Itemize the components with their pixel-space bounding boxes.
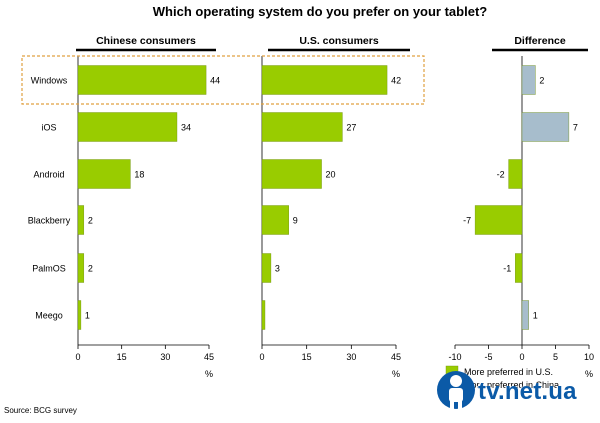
data-label: 44 — [210, 76, 220, 86]
panel-title: U.S. consumers — [299, 35, 379, 47]
x-tick-label: -10 — [448, 352, 461, 362]
data-label: 3 — [275, 264, 280, 274]
highlight-box — [21, 55, 425, 105]
bar-windows — [77, 65, 207, 95]
x-unit-label: % — [205, 369, 213, 379]
x-tick-label: 5 — [553, 352, 558, 362]
category-label: Windows — [31, 76, 68, 86]
bar-blackberry — [261, 205, 289, 235]
category-label: iOS — [41, 123, 56, 133]
data-label: -2 — [497, 170, 505, 180]
x-tick-label: 0 — [259, 352, 264, 362]
data-label: 20 — [326, 170, 336, 180]
bar-android — [508, 159, 523, 189]
category-label: Meego — [35, 311, 63, 321]
bar-palmos — [261, 253, 272, 283]
bar-palmos — [515, 253, 523, 283]
panel-title: Chinese consumers — [96, 35, 196, 47]
legend-label: More preferred in U.S. — [464, 367, 553, 377]
panel-3: Difference -10 -5 0 5 10% 2 7 -2 -7 -1 1 — [448, 35, 594, 379]
bar-android — [77, 159, 131, 189]
panel-1: Chinese consumers 0 15 30 45% 44 34 18 2 2 1 — [75, 35, 220, 379]
data-label: 18 — [134, 170, 144, 180]
bar-ios — [261, 112, 343, 142]
x-tick-label: 45 — [391, 352, 401, 362]
bar-ios — [521, 112, 570, 142]
panel-title: Difference — [514, 35, 566, 47]
bar-windows — [521, 65, 536, 95]
x-tick-label: 10 — [584, 352, 594, 362]
x-tick-label: 15 — [117, 352, 127, 362]
bar-meego — [77, 300, 82, 330]
chart-title: Which operating system do you prefer on … — [153, 4, 487, 19]
data-label: 9 — [293, 216, 298, 226]
data-label: 1 — [85, 311, 90, 321]
bar-meego — [521, 300, 529, 330]
x-unit-label: % — [585, 369, 593, 379]
category-labels: Windows iOS Android Blackberry PalmOS Meego — [28, 76, 71, 321]
data-label: 27 — [346, 123, 356, 133]
data-label: -1 — [503, 264, 511, 274]
x-tick-label: 30 — [346, 352, 356, 362]
data-label: -7 — [463, 216, 471, 226]
x-tick-label: -5 — [484, 352, 492, 362]
category-label: PalmOS — [32, 264, 66, 274]
bar-meego — [261, 300, 266, 330]
data-label: 34 — [181, 123, 191, 133]
panel-2: U.S. consumers 0 15 30 45% 42 27 20 9 3 — [259, 35, 410, 379]
bar-palmos — [77, 253, 85, 283]
bar-android — [261, 159, 322, 189]
x-tick-label: 45 — [204, 352, 214, 362]
bar-windows — [261, 65, 388, 95]
data-label: 42 — [391, 76, 401, 86]
watermark-text: tv.net.ua — [478, 378, 577, 405]
bar-blackberry — [77, 205, 85, 235]
data-label: 7 — [573, 123, 578, 133]
x-tick-label: 0 — [75, 352, 80, 362]
x-unit-label: % — [392, 369, 400, 379]
bar-blackberry — [474, 205, 523, 235]
bar-ios — [77, 112, 178, 142]
legend-label: More preferred in China — [464, 380, 559, 390]
data-label: 2 — [88, 216, 93, 226]
source-note: Source: BCG survey — [4, 406, 77, 415]
x-tick-label: 0 — [519, 352, 524, 362]
data-label: 1 — [533, 311, 538, 321]
data-label: 2 — [539, 76, 544, 86]
data-label: 2 — [88, 264, 93, 274]
watermark-logo-icon — [436, 368, 476, 414]
x-tick-label: 30 — [160, 352, 170, 362]
x-tick-label: 15 — [302, 352, 312, 362]
category-label: Android — [33, 170, 64, 180]
category-label: Blackberry — [28, 216, 71, 226]
